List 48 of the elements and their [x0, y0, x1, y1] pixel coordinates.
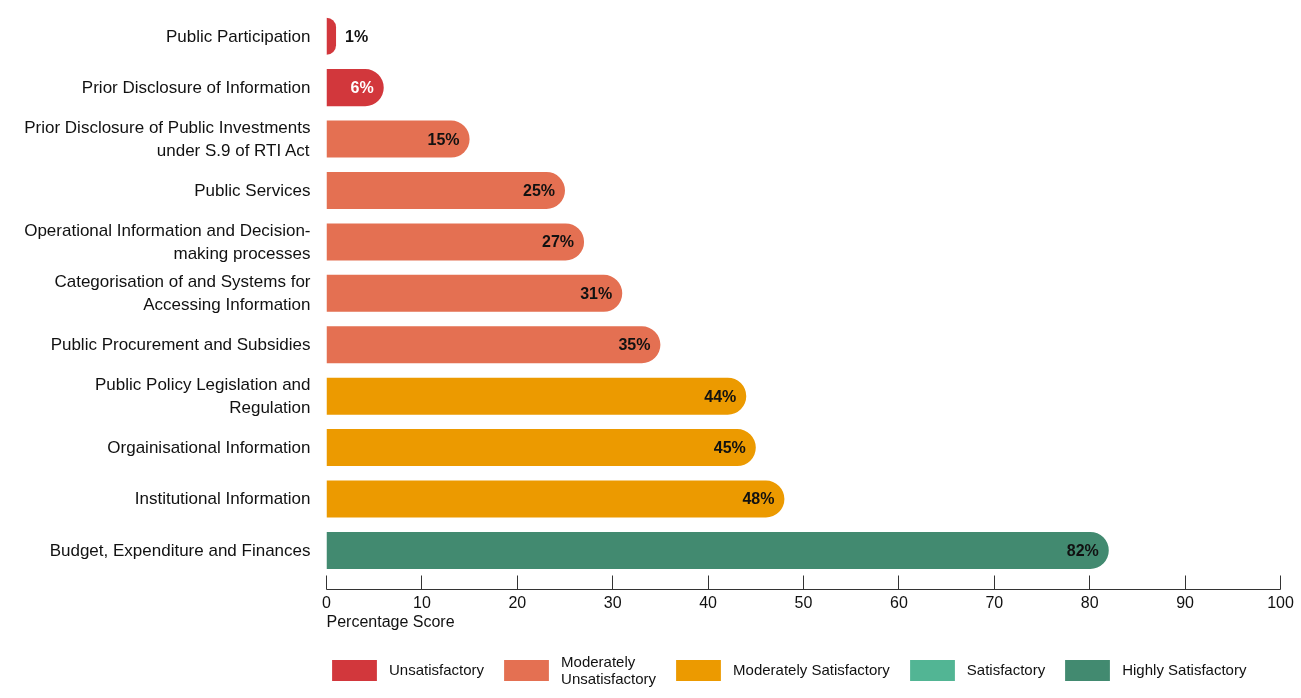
y-tick-label: Orgainisational Information	[107, 438, 311, 458]
data-label: 44%	[704, 387, 737, 405]
x-tick-label: 10	[413, 593, 431, 611]
x-tick-label: 40	[699, 593, 718, 611]
data-label: 25%	[522, 181, 556, 199]
bar	[326, 531, 1109, 569]
data-label: 82%	[1066, 541, 1099, 559]
x-axis-title: Percentage Score	[326, 612, 455, 630]
legend-label: Unsatisfactory	[389, 660, 485, 680]
data-label: 27%	[542, 233, 575, 251]
y-tick-label: Public Participation	[165, 26, 311, 46]
x-tick-label: 50	[794, 593, 813, 611]
data-label: 45%	[713, 439, 746, 457]
bar	[326, 120, 470, 158]
bar	[326, 377, 747, 415]
y-tick-label: Public Policy Legislation and Regulation	[95, 375, 311, 418]
data-label: 15%	[427, 130, 460, 148]
x-tick-label: 30	[603, 593, 622, 611]
x-tick-label: 0	[322, 593, 332, 611]
data-label: 48%	[742, 490, 775, 508]
bar	[326, 326, 661, 364]
bar	[326, 223, 585, 261]
legend-label: Moderately Satisfactory	[733, 660, 890, 680]
legend-label: Satisfactory	[966, 660, 1046, 680]
y-tick-label: Operational Information and Decision-making processes	[24, 220, 311, 263]
bar	[326, 480, 785, 518]
data-label: 35%	[618, 336, 651, 354]
y-tick-label: Public Procurement and Subsidies	[50, 335, 311, 355]
y-tick-label: Institutional Information	[134, 489, 311, 509]
y-tick-label: Prior Disclosure of Information	[81, 78, 311, 98]
data-label: 31%	[580, 284, 613, 302]
bar	[326, 429, 756, 467]
bar	[326, 274, 623, 312]
legend-label: Moderately Unsatisfactory	[561, 651, 657, 688]
data-label: 6%	[350, 79, 374, 97]
data-label: 1%	[345, 27, 369, 45]
bar	[326, 171, 565, 209]
legend-label: Highly Satisfactory	[1122, 660, 1247, 680]
x-tick-label: 20	[508, 593, 527, 611]
y-tick-label: Categorisation of and Systems for Accessing Information	[54, 272, 311, 315]
x-tick-label: 70	[985, 593, 1004, 611]
y-tick-label: Budget, Expenditure and Finances	[49, 540, 311, 560]
y-tick-label: Public Services	[194, 180, 311, 200]
x-tick-label: 80	[1080, 593, 1099, 611]
x-tick-label: 90	[1176, 593, 1195, 611]
y-tick-label: Prior Disclosure of Public Investments under S.9 of RTI Act	[24, 118, 311, 160]
x-tick-label: 100	[1267, 593, 1294, 611]
x-tick-label: 60	[890, 593, 908, 611]
